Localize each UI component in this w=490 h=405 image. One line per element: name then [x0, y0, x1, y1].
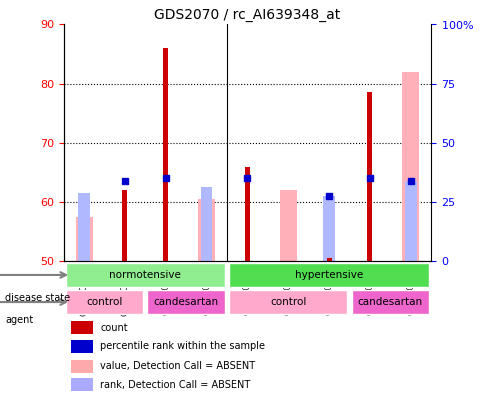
Text: percentile rank within the sample: percentile rank within the sample — [100, 341, 266, 352]
Bar — [323, 196, 335, 261]
Text: disease state: disease state — [5, 293, 70, 303]
Text: control: control — [86, 297, 122, 307]
Text: agent: agent — [5, 315, 33, 325]
FancyBboxPatch shape — [229, 290, 347, 314]
Text: candesartan: candesartan — [154, 297, 219, 307]
Bar — [402, 72, 419, 261]
Bar — [71, 360, 93, 373]
Bar — [71, 321, 93, 334]
Bar — [75, 217, 93, 261]
Bar — [201, 187, 212, 261]
FancyBboxPatch shape — [147, 290, 225, 314]
Bar — [78, 193, 90, 261]
Bar — [280, 190, 297, 261]
FancyBboxPatch shape — [229, 263, 429, 287]
Text: rank, Detection Call = ABSENT: rank, Detection Call = ABSENT — [100, 380, 251, 390]
Bar — [327, 258, 332, 261]
Title: GDS2070 / rc_AI639348_at: GDS2070 / rc_AI639348_at — [154, 8, 341, 22]
Text: count: count — [100, 323, 128, 333]
Text: value, Detection Call = ABSENT: value, Detection Call = ABSENT — [100, 361, 256, 371]
Bar — [405, 181, 416, 261]
FancyBboxPatch shape — [66, 290, 143, 314]
Text: candesartan: candesartan — [358, 297, 423, 307]
Text: hypertensive: hypertensive — [295, 270, 363, 280]
FancyBboxPatch shape — [66, 263, 225, 287]
Bar — [368, 92, 372, 261]
Bar — [71, 378, 93, 391]
Bar — [122, 190, 127, 261]
Bar — [198, 199, 215, 261]
Text: normotensive: normotensive — [109, 270, 181, 280]
FancyBboxPatch shape — [351, 290, 429, 314]
Text: control: control — [270, 297, 306, 307]
Bar — [71, 340, 93, 353]
Bar — [163, 48, 168, 261]
Bar — [245, 166, 250, 261]
